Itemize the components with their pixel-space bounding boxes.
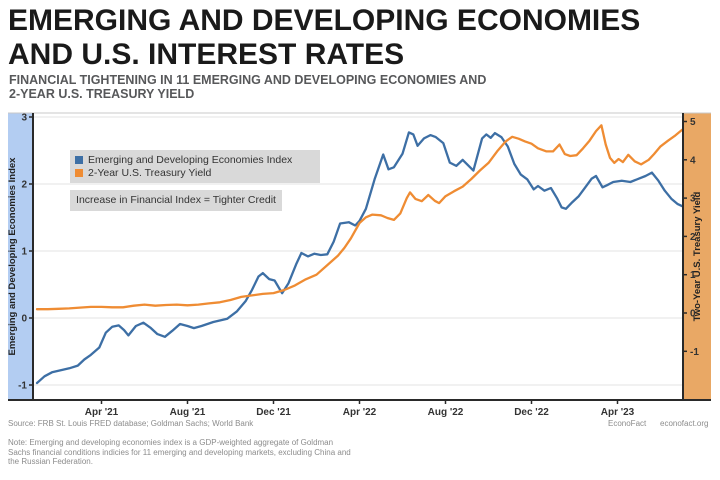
right-axis-tick-label: 3 <box>690 194 696 205</box>
title-line-2: AND U.S. INTEREST RATES <box>8 38 405 71</box>
right-axis-tick-label: 2 <box>690 232 696 243</box>
treasury-yield-line <box>35 124 684 311</box>
left-axis-tick-label: 0 <box>21 314 27 325</box>
x-axis-tick-label: Aug '22 <box>428 407 464 418</box>
subtitle-line-1: FINANCIAL TIGHTENING IN 11 EMERGING AND … <box>9 73 487 87</box>
x-axis-tick-label: Apr '21 <box>85 407 119 418</box>
left-axis-band <box>8 113 33 400</box>
legend-item-treasury-yield: 2-Year U.S. Treasury Yield <box>75 166 315 179</box>
left-axis-tick-label: 3 <box>21 113 27 124</box>
title-line-1: EMERGING AND DEVELOPING ECONOMIES <box>8 4 641 37</box>
x-axis-tick-label: Dec '22 <box>514 407 549 418</box>
source-citation: Source: FRB St. Louis FRED database; Gol… <box>8 419 254 428</box>
legend-label-treasury-yield: 2-Year U.S. Treasury Yield <box>88 166 212 179</box>
left-axis-tick-label: -1 <box>18 381 27 392</box>
x-axis-tick-label: Aug '21 <box>170 407 206 418</box>
chart-subtitle: FINANCIAL TIGHTENING IN 11 EMERGING AND … <box>9 73 609 101</box>
x-axis-tick-label: Apr '22 <box>343 407 377 418</box>
orange-series-swatch-icon <box>75 168 83 177</box>
x-axis-tick-label: Apr '23 <box>601 407 635 418</box>
left-axis-tick-label: 2 <box>21 180 27 191</box>
right-axis-tick-label: 0 <box>690 309 696 320</box>
legend-item-ede-index: Emerging and Developing Economies Index <box>75 153 315 166</box>
left-axis-tick-label: 1 <box>21 247 27 258</box>
right-axis-tick-label: 5 <box>690 117 696 128</box>
econofact-url: econofact.org <box>660 419 709 428</box>
subtitle-line-2: 2-YEAR U.S. TREASURY YIELD <box>9 87 195 101</box>
right-axis-title: Two-Year U.S. Treasury Yield <box>692 191 703 321</box>
right-axis-tick-label: 4 <box>690 155 696 166</box>
blue-series-swatch-icon <box>75 155 83 164</box>
right-axis-band <box>683 113 711 400</box>
legend-label-ede-index: Emerging and Developing Economies Index <box>88 153 293 166</box>
x-axis-tick-label: Dec '21 <box>256 407 291 418</box>
left-axis-title: Emerging and Developing Economies Index <box>7 157 18 356</box>
chart-annotation-box: Increase in Financial Index = Tighter Cr… <box>70 190 282 211</box>
right-axis-tick-label: 1 <box>690 270 696 281</box>
chart-legend: Emerging and Developing Economies Index … <box>70 150 320 183</box>
methodology-note: Note: Emerging and developing economies … <box>8 438 351 466</box>
ede-index-line <box>35 131 684 385</box>
right-axis-tick-label: -1 <box>690 347 699 358</box>
page-title: EMERGING AND DEVELOPING ECONOMIES AND U.… <box>8 4 720 72</box>
econofact-brand: EconoFact <box>608 419 647 428</box>
